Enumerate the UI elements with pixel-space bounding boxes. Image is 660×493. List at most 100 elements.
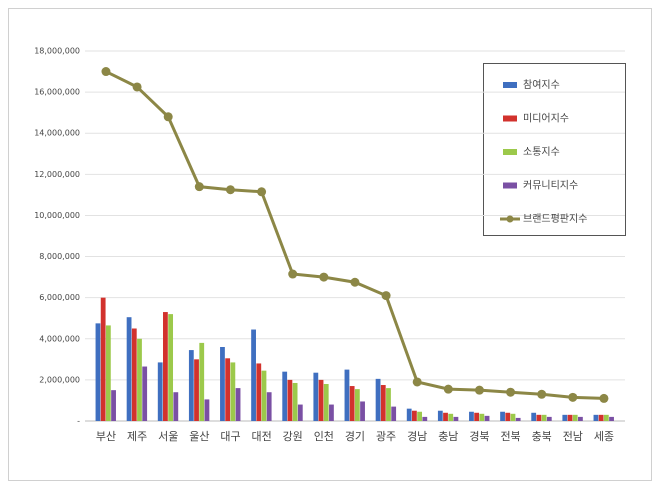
bar xyxy=(562,414,568,421)
bar xyxy=(173,392,179,421)
x-tick-label: 광주 xyxy=(376,430,396,443)
bar xyxy=(204,399,210,421)
legend-swatch xyxy=(503,115,517,122)
x-tick-label: 울산 xyxy=(189,430,209,443)
line-marker xyxy=(412,377,422,387)
bar xyxy=(448,413,454,421)
bar xyxy=(297,404,303,421)
bar xyxy=(199,342,205,421)
bar xyxy=(131,328,137,421)
y-tick-label: 2,000,000 xyxy=(39,375,80,384)
legend-label: 소통지수 xyxy=(523,146,560,158)
bar xyxy=(251,329,256,421)
x-tick-label: 대구 xyxy=(220,430,240,443)
x-tick-label: 전북 xyxy=(500,430,520,443)
x-tick-label: 부산 xyxy=(96,430,116,443)
bar xyxy=(443,412,448,421)
legend-label: 미디어지수 xyxy=(523,113,569,125)
line-marker xyxy=(443,384,453,394)
bar xyxy=(578,416,583,421)
y-tick-label: 14,000,000 xyxy=(34,129,80,138)
line-marker xyxy=(163,112,173,122)
bar xyxy=(505,412,511,421)
bar xyxy=(422,416,428,421)
y-tick-label: 4,000,000 xyxy=(39,334,80,343)
bar xyxy=(318,379,324,421)
line-marker xyxy=(568,392,578,402)
bar xyxy=(437,410,443,421)
y-tick-label: - xyxy=(77,417,80,426)
legend-label: 브랜드평판지수 xyxy=(523,213,587,225)
line-marker xyxy=(257,187,267,197)
y-tick-label: 18,000,000 xyxy=(34,47,80,56)
line-marker xyxy=(225,185,235,195)
x-tick-label: 전남 xyxy=(563,430,583,443)
bar xyxy=(572,414,578,421)
bar xyxy=(95,323,101,421)
bar xyxy=(329,404,334,421)
bar xyxy=(292,382,298,421)
y-tick-label: 12,000,000 xyxy=(34,170,80,179)
line-marker xyxy=(350,277,360,287)
bar xyxy=(261,370,267,421)
bar xyxy=(515,417,521,421)
bar xyxy=(500,411,505,421)
bar xyxy=(474,412,480,421)
line-marker xyxy=(537,389,547,399)
legend-swatch xyxy=(503,82,517,88)
x-tick-label: 서울 xyxy=(158,430,178,443)
x-tick-label: 제주 xyxy=(127,430,147,443)
bar xyxy=(282,371,288,421)
line-marker xyxy=(599,393,609,403)
bar xyxy=(609,416,614,421)
bar xyxy=(380,385,386,421)
line-marker xyxy=(101,67,111,77)
bar xyxy=(546,416,552,421)
bar xyxy=(391,406,397,421)
x-tick-label: 경북 xyxy=(469,430,489,443)
line-marker xyxy=(506,387,516,397)
bar xyxy=(598,414,604,421)
line-marker xyxy=(288,269,298,279)
line-marker xyxy=(381,291,391,301)
legend-label: 참여지수 xyxy=(523,79,560,91)
x-tick-label: 강원 xyxy=(283,430,303,443)
x-tick-label: 경기 xyxy=(345,430,365,443)
bar xyxy=(220,347,225,421)
legend-swatch xyxy=(506,215,514,223)
bar xyxy=(510,413,516,421)
bar xyxy=(235,388,241,421)
bar xyxy=(188,350,194,421)
x-tick-label: 충북 xyxy=(532,430,552,443)
bar xyxy=(126,317,132,421)
bar xyxy=(344,369,350,421)
legend-swatch xyxy=(503,182,517,189)
bar xyxy=(266,392,272,421)
bar xyxy=(453,416,459,421)
x-tick-label: 세종 xyxy=(594,430,614,443)
bar xyxy=(536,414,542,421)
bar xyxy=(287,379,293,421)
bar xyxy=(256,363,262,421)
bar xyxy=(349,386,355,421)
bar xyxy=(479,413,485,421)
bar xyxy=(541,414,547,421)
bar xyxy=(386,388,391,421)
bar xyxy=(323,384,329,421)
line-marker xyxy=(132,82,142,92)
bar xyxy=(225,358,231,421)
bar xyxy=(142,366,148,421)
x-tick-label: 충남 xyxy=(438,430,458,443)
line-marker xyxy=(194,182,204,192)
bar xyxy=(603,414,609,421)
line-marker xyxy=(319,272,329,282)
bar xyxy=(417,411,422,421)
y-tick-label: 16,000,000 xyxy=(34,88,80,97)
bar xyxy=(194,359,199,421)
bar xyxy=(100,297,106,421)
bar xyxy=(567,414,573,421)
y-tick-label: 10,000,000 xyxy=(34,211,80,220)
bar xyxy=(360,401,365,421)
x-tick-label: 경남 xyxy=(407,430,427,443)
